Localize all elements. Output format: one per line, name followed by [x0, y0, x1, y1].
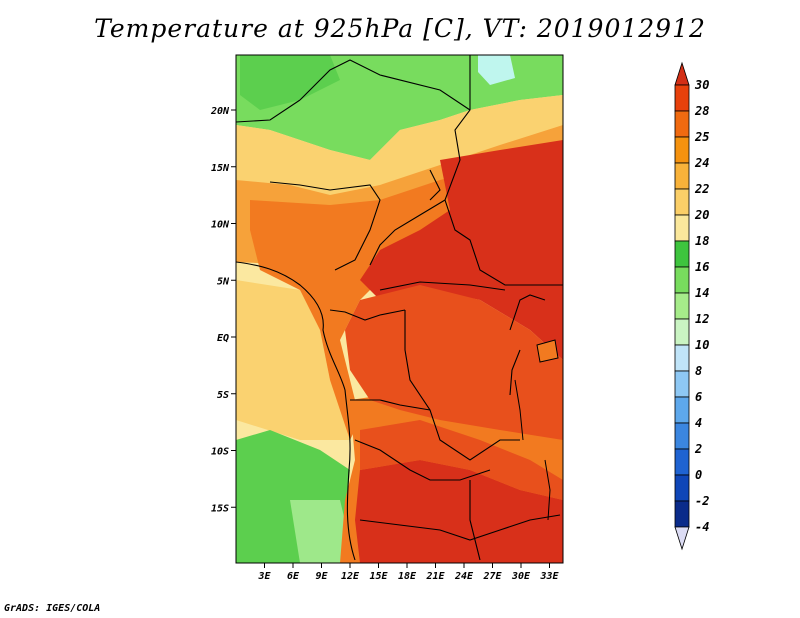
lon-label: 3E [257, 571, 271, 582]
field-green-n-dark [240, 55, 340, 110]
colorbar-segment [674, 110, 690, 138]
colorbar-segment [674, 448, 690, 476]
country-borders [236, 55, 563, 561]
colorbar-segment [674, 422, 690, 450]
lake-tanganyika [514, 379, 524, 441]
lat-label: 10S [211, 447, 229, 458]
colorbar-label: 22 [694, 182, 709, 196]
lat-label: EQ [217, 333, 229, 344]
colorbar-label: 0 [695, 468, 702, 482]
colorbar-segment [674, 136, 690, 164]
lat-label: 20N [210, 106, 230, 117]
field-hot-n [360, 140, 563, 360]
field-yellow-n [236, 95, 563, 200]
longitude-axis: 3E 6E 9E 12E 15E 18E 21E 24E 27E 30E 33E [257, 563, 560, 582]
colorbar-label: 18 [695, 234, 709, 248]
colorbar-segment [674, 240, 690, 268]
colorbar-segment [674, 188, 690, 216]
colorbar-bottom-arrow [674, 526, 690, 551]
colorbar-segment [674, 266, 690, 294]
colorbar-segment [674, 344, 690, 372]
map-title: Temperature at 925hPa [C], VT: 201901291… [94, 14, 706, 43]
colorbar-label: 20 [694, 208, 709, 222]
lake-malawi [544, 459, 551, 521]
latitude-axis: 20N 15N 10N 5N EQ 5S 10S 15S [210, 106, 236, 514]
colorbar-segment [674, 214, 690, 242]
colorbar-label: 6 [695, 390, 702, 404]
temperature-field [236, 55, 563, 563]
lat-label: 5N [217, 276, 230, 287]
colorbar-segment [674, 318, 690, 346]
colorbar-segment [674, 84, 690, 112]
colorbar-label: 4 [695, 416, 702, 430]
lon-label: 30E [511, 571, 531, 582]
lon-label: 24E [454, 571, 474, 582]
field-yellow [236, 280, 350, 440]
colorbar-segment [674, 474, 690, 502]
lat-label: 15N [211, 163, 230, 174]
lat-label: 5S [217, 390, 229, 401]
lon-label: 6E [287, 571, 300, 582]
colorbar-segment [674, 292, 690, 320]
colorbar-label: 8 [695, 364, 702, 378]
lon-label: 27E [482, 571, 502, 582]
colorbar-top-arrow [674, 61, 690, 86]
colorbar-label: 10 [695, 338, 709, 352]
lon-label: 15E [369, 571, 388, 582]
colorbar-label: 16 [695, 260, 709, 274]
colorbar-segment [674, 396, 690, 424]
field-warm-central [345, 285, 563, 440]
lon-label: 9E [315, 571, 328, 582]
colorbar-segment [674, 370, 690, 398]
lon-label: 21E [425, 571, 445, 582]
credit-label: GrADS: IGES/COLA [4, 603, 101, 614]
field-warm-south [360, 420, 563, 500]
colorbar-label: -4 [695, 520, 709, 534]
field-cyan [478, 55, 515, 85]
colorbar-label: 28 [694, 104, 709, 118]
colorbar-label: 2 [694, 442, 702, 456]
colorbar-segment [674, 162, 690, 190]
colorbar-label: -2 [695, 494, 709, 508]
lon-label: 33E [539, 571, 559, 582]
lake-victoria [536, 339, 559, 363]
colorbar-label: 24 [694, 156, 709, 170]
map-frame [235, 54, 564, 564]
colorbar-label: 12 [695, 312, 709, 326]
colorbar-segment [674, 500, 690, 528]
colorbar-label: 30 [694, 78, 709, 92]
colorbar-label: 25 [694, 130, 709, 144]
field-lightgreen-sw [290, 500, 355, 563]
lat-label: 15S [211, 503, 229, 514]
field-hot-s [355, 460, 563, 563]
lon-label: 18E [398, 571, 417, 582]
lon-label: 12E [341, 571, 360, 582]
colorbar-label: 14 [695, 286, 709, 300]
lat-label: 10N [211, 220, 230, 231]
